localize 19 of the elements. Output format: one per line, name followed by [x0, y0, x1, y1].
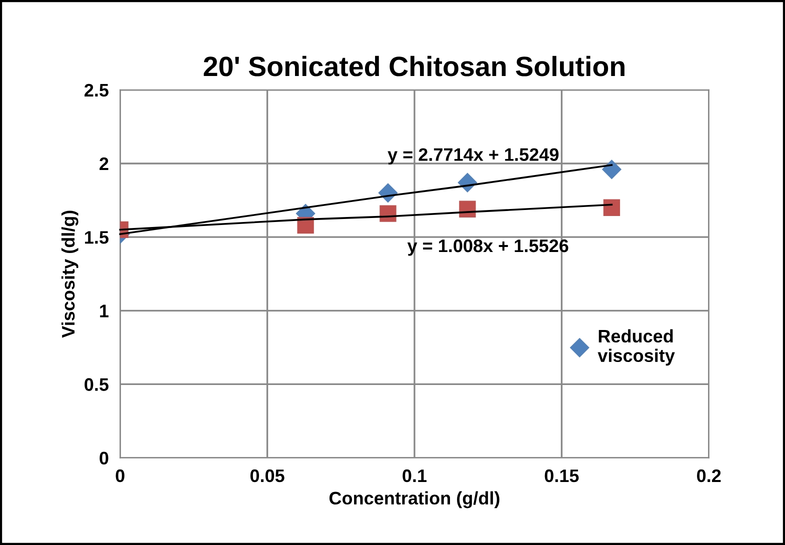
y-tick-label: 2.5: [84, 84, 108, 97]
y-tick-label: 2: [100, 157, 108, 170]
point: [603, 199, 620, 216]
x-tick-label: 0: [116, 469, 124, 482]
x-axis-title: Concentration (g/dl): [329, 491, 500, 508]
x-tick-label: 0.05: [250, 469, 284, 482]
point: [602, 160, 622, 179]
x-tick-label: 0.15: [544, 469, 579, 482]
annotation: y = 2.7714x + 1.5249: [388, 148, 559, 165]
y-tick-label: 1: [100, 304, 108, 318]
x-tick-label: 0.2: [697, 469, 721, 482]
annotation: y = 1.008x + 1.5526: [407, 239, 568, 256]
y-tick-label: 1.5: [85, 231, 108, 244]
y-tick-label: 0: [100, 452, 108, 465]
x-tick-label: 0.1: [402, 469, 427, 482]
y-axis-title: Viscosity (dl/g): [61, 210, 78, 338]
y-tick-label: 0.5: [84, 378, 108, 391]
legend-label: Reduced viscosity: [598, 329, 675, 366]
chart-title: 20' Sonicated Chitosan Solution: [204, 56, 624, 76]
